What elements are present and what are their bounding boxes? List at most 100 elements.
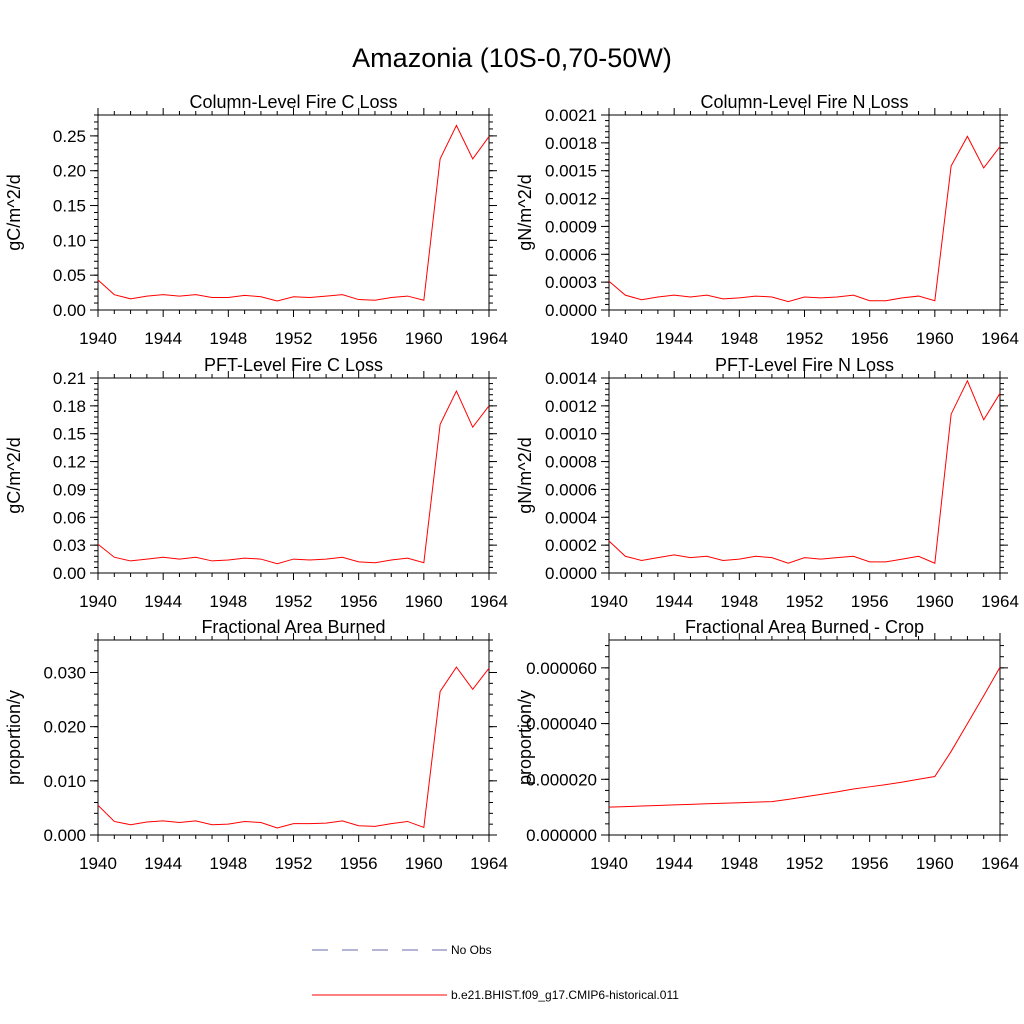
x-tick-label: 1952 [275, 592, 313, 611]
x-tick-label: 1960 [916, 854, 954, 873]
x-tick-label: 1960 [916, 592, 954, 611]
legend: No Obs b.e21.BHIST.f09_g17.CMIP6-historic… [312, 943, 679, 1002]
y-tick-label: 0.0009 [545, 217, 597, 236]
y-tick-label: 0.0012 [545, 190, 597, 209]
x-tick-label: 1940 [590, 329, 628, 348]
y-tick-label: 0.09 [53, 480, 86, 499]
y-tick-label: 0.010 [43, 772, 86, 791]
y-tick-label: 0.00 [53, 564, 86, 583]
x-tick-label: 1964 [470, 592, 508, 611]
series-line-model [608, 379, 1001, 564]
x-tick-label: 1956 [851, 592, 889, 611]
chart-panel-5: Fractional Area Burned 1940 1944 1948 1952 19… [4, 617, 508, 873]
plot-frame [97, 114, 490, 311]
y-tick-label: 0.06 [53, 508, 86, 527]
x-tick-label: 1964 [981, 329, 1019, 348]
x-tick-label: 1944 [144, 854, 182, 873]
x-tick-label: 1948 [209, 592, 247, 611]
y-tick-label: 0.0018 [545, 134, 597, 153]
plot-frame [608, 114, 1001, 311]
x-tick-label: 1944 [655, 592, 693, 611]
x-tick-label: 1948 [720, 329, 758, 348]
x-tick-label: 1956 [851, 854, 889, 873]
y-tick-label: 0.0012 [545, 397, 597, 416]
y-tick-label: 0.030 [43, 664, 86, 683]
y-tick-label: 0.10 [53, 231, 86, 250]
y-tick-label: 0.0000 [545, 301, 597, 320]
x-tick-label: 1952 [786, 854, 824, 873]
y-tick-label: 0.15 [53, 197, 86, 216]
y-tick-label: 0.0014 [545, 369, 597, 388]
x-tick-label: 1948 [209, 854, 247, 873]
x-tick-label: 1964 [470, 329, 508, 348]
y-tick-label: 0.0003 [545, 273, 597, 292]
x-tick-label: 1960 [916, 329, 954, 348]
y-tick-label: 0.21 [53, 369, 86, 388]
series-line-model [97, 124, 490, 302]
x-tick-label: 1948 [209, 329, 247, 348]
x-tick-label: 1948 [720, 592, 758, 611]
series-line-model [97, 666, 490, 829]
x-tick-label: 1940 [79, 592, 117, 611]
y-axis-label: proportion/y [4, 690, 24, 785]
y-axis-label: gN/m^2/d [515, 174, 535, 250]
y-tick-label: 0.25 [53, 127, 86, 146]
y-tick-label: 0.0008 [545, 453, 597, 472]
x-tick-label: 1944 [144, 592, 182, 611]
y-tick-label: 0.020 [43, 718, 86, 737]
panel-title: Fractional Area Burned [201, 617, 385, 637]
legend-label-model: b.e21.BHIST.f09_g17.CMIP6-historical.011 [451, 988, 679, 1002]
x-tick-label: 1964 [981, 592, 1019, 611]
y-tick-label: 0.15 [53, 425, 86, 444]
y-axis-label: gC/m^2/d [4, 174, 24, 250]
y-axis-label: gC/m^2/d [4, 437, 24, 513]
y-tick-label: 0.03 [53, 536, 86, 555]
x-tick-label: 1944 [655, 854, 693, 873]
x-tick-label: 1944 [655, 329, 693, 348]
x-tick-label: 1964 [981, 854, 1019, 873]
x-tick-label: 1956 [340, 329, 378, 348]
chart-panel-3: PFT-Level Fire C Loss 1940 1944 1948 1952 195… [4, 355, 508, 611]
x-tick-label: 1952 [786, 329, 824, 348]
x-tick-label: 1964 [470, 854, 508, 873]
series-line-model [608, 667, 1001, 808]
y-tick-label: 0.0006 [545, 480, 597, 499]
y-tick-label: 0.05 [53, 266, 86, 285]
y-tick-label: 0.0015 [545, 162, 597, 181]
x-tick-label: 1940 [590, 854, 628, 873]
panel-grid: Column-Level Fire C Loss 1940 1944 1948 1952… [4, 92, 1019, 873]
figure-title: Amazonia (10S-0,70-50W) [352, 43, 672, 73]
y-tick-label: 0.0006 [545, 245, 597, 264]
y-tick-label: 0.0002 [545, 536, 597, 555]
x-tick-label: 1940 [79, 329, 117, 348]
x-tick-label: 1956 [851, 329, 889, 348]
series-line-model [97, 389, 490, 565]
legend-label-obs: No Obs [451, 943, 492, 957]
y-tick-label: 0.000060 [526, 659, 597, 678]
series-line-model [608, 135, 1001, 303]
plot-frame [97, 377, 490, 574]
y-tick-label: 0.12 [53, 453, 86, 472]
x-tick-label: 1952 [275, 854, 313, 873]
chart-panel-6: Fractional Area Burned - Crop 1940 1944 194… [515, 617, 1019, 873]
y-axis-label: gN/m^2/d [515, 437, 535, 513]
panel-title: Column-Level Fire N Loss [700, 92, 908, 112]
x-tick-label: 1960 [405, 329, 443, 348]
y-tick-label: 0.0021 [545, 106, 597, 125]
x-tick-label: 1952 [786, 592, 824, 611]
plot-frame [608, 639, 1001, 836]
plot-frame [97, 639, 490, 836]
panel-title: PFT-Level Fire N Loss [715, 355, 894, 375]
x-tick-label: 1956 [340, 592, 378, 611]
y-tick-label: 0.000 [43, 826, 86, 845]
chart-panel-4: PFT-Level Fire N Loss 1940 1944 1948 1952 195… [515, 355, 1019, 611]
panel-title: Column-Level Fire C Loss [189, 92, 397, 112]
y-tick-label: 0.000040 [526, 715, 597, 734]
x-tick-label: 1960 [405, 592, 443, 611]
x-tick-label: 1952 [275, 329, 313, 348]
chart-panel-2: Column-Level Fire N Loss 1940 1944 1948 1952… [515, 92, 1019, 348]
y-tick-label: 0.000000 [526, 826, 597, 845]
x-tick-label: 1948 [720, 854, 758, 873]
y-tick-label: 0.0004 [545, 508, 597, 527]
